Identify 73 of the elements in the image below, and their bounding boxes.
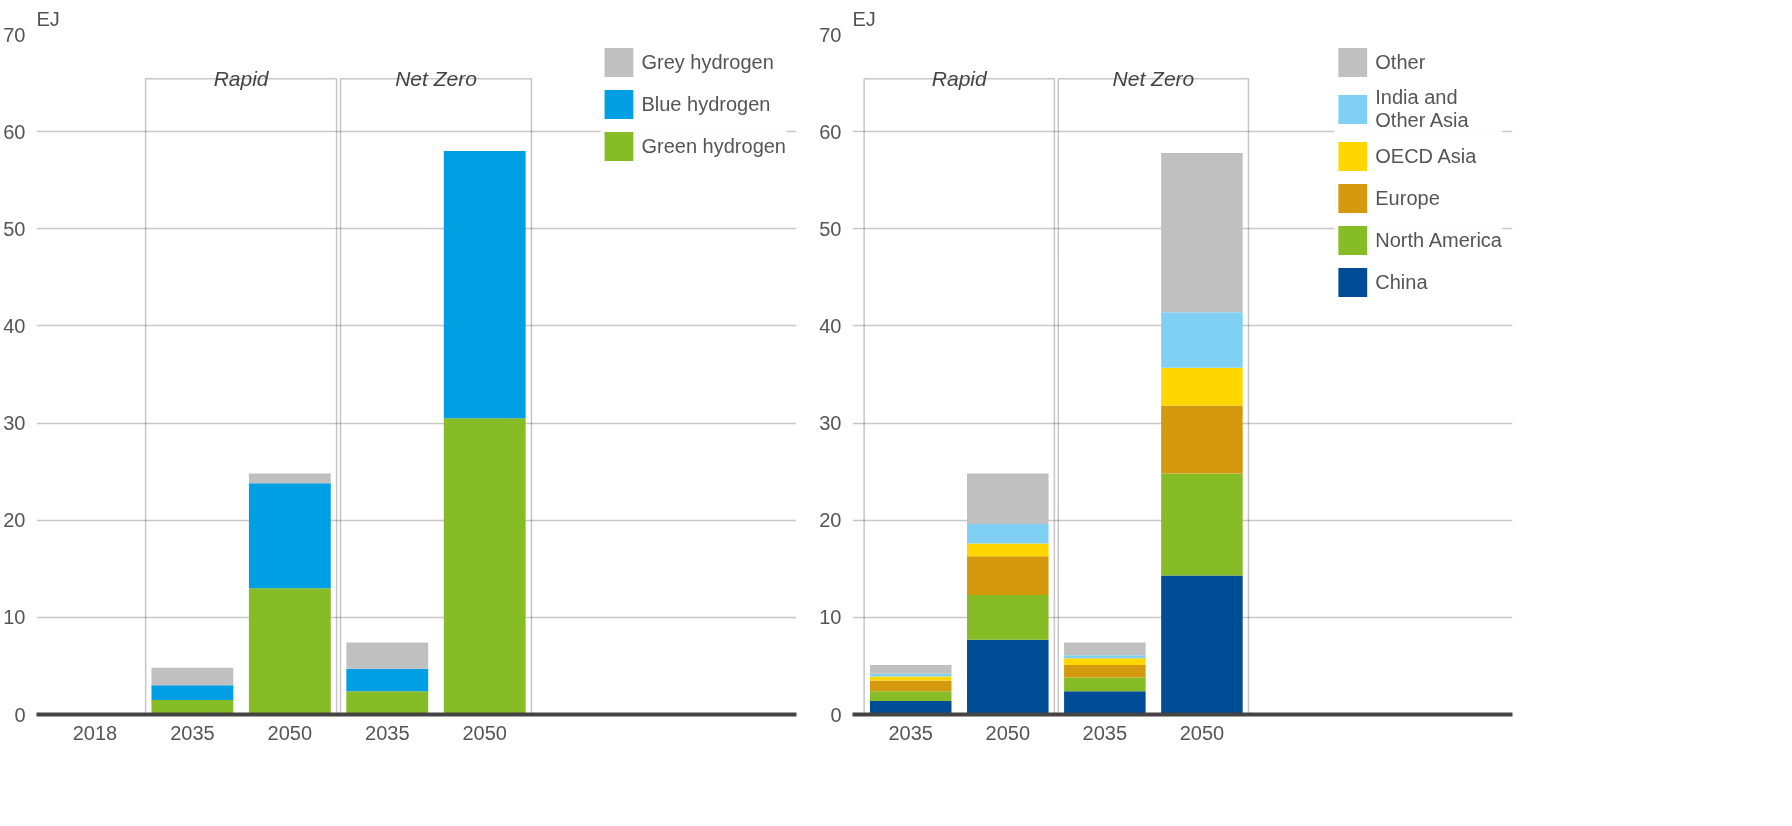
- legend-label: Europe: [1375, 186, 1440, 210]
- x-tick-label: 2035: [888, 721, 933, 744]
- legend-label: Other: [1375, 50, 1426, 74]
- x-tick-label: 2050: [985, 721, 1031, 744]
- bar: [869, 673, 952, 677]
- x-tick-label: 2018: [72, 721, 118, 744]
- y-tick-label: 10: [3, 606, 26, 629]
- bar: [248, 473, 331, 484]
- bar: [869, 691, 952, 701]
- annotation: Rapid: [213, 67, 270, 91]
- legend-label: North America: [1375, 228, 1502, 252]
- y-tick-label: 0: [830, 703, 842, 726]
- y-tick-label: 60: [3, 120, 26, 143]
- y-tick-label: 20: [819, 509, 842, 532]
- bar: [967, 473, 1049, 525]
- legend-label: India and Other Asia: [1375, 86, 1469, 132]
- annotation: Rapid: [931, 67, 989, 91]
- bar: [967, 595, 1049, 640]
- bar: [1161, 473, 1243, 576]
- bar: [248, 483, 331, 589]
- y-tick-label: 60: [819, 120, 842, 143]
- legend-label: OECD Asia: [1375, 144, 1477, 168]
- legend-label: Green hydrogen: [641, 134, 786, 158]
- bar: [443, 418, 526, 715]
- bar: [1064, 677, 1146, 692]
- legend-label: China: [1375, 270, 1428, 294]
- bar: [869, 676, 952, 681]
- y-tick-label: 30: [819, 412, 842, 435]
- bar: [1064, 655, 1146, 659]
- y-axis-title: EJ: [36, 7, 60, 30]
- bar: [151, 667, 234, 686]
- bar: [346, 668, 429, 692]
- bar: [1161, 312, 1243, 368]
- y-tick-label: 70: [3, 23, 26, 46]
- bar: [346, 642, 429, 669]
- bar: [1064, 658, 1146, 665]
- bar: [1064, 642, 1146, 656]
- bar: [151, 685, 234, 700]
- x-tick-label: 2050: [267, 721, 313, 744]
- y-tick-label: 10: [819, 606, 842, 629]
- bar: [967, 543, 1049, 557]
- y-tick-label: 70: [819, 23, 842, 46]
- bar: [1064, 664, 1146, 678]
- bar: [443, 151, 526, 419]
- bar: [1161, 575, 1243, 715]
- y-tick-label: 50: [819, 217, 842, 240]
- bar: [1161, 405, 1243, 474]
- y-tick-label: 50: [3, 217, 26, 240]
- x-tick-label: 2050: [462, 721, 507, 744]
- x-tick-label: 2035: [170, 721, 215, 744]
- y-tick-label: 0: [14, 703, 26, 726]
- bar: [346, 691, 429, 715]
- x-tick-label: 2035: [1082, 721, 1128, 744]
- x-tick-label: 2035: [365, 721, 410, 744]
- bar: [869, 680, 952, 692]
- y-tick-label: 20: [3, 509, 26, 532]
- annotation: Net Zero: [395, 67, 478, 91]
- y-axis-title: EJ: [852, 7, 876, 30]
- bar: [869, 664, 952, 674]
- bar: [1161, 367, 1243, 406]
- legend-label: Grey hydrogen: [641, 50, 774, 74]
- y-tick-label: 40: [3, 314, 26, 337]
- bar: [1161, 153, 1243, 313]
- y-tick-label: 40: [819, 314, 842, 337]
- annotation: Net Zero: [1112, 67, 1195, 91]
- legend-label: Blue hydrogen: [641, 92, 771, 116]
- bar: [967, 524, 1049, 544]
- bar: [967, 556, 1049, 596]
- x-tick-label: 2050: [1179, 721, 1225, 744]
- bar: [248, 588, 331, 715]
- bar: [967, 639, 1049, 715]
- y-tick-label: 30: [3, 412, 26, 435]
- bar: [1064, 691, 1146, 715]
